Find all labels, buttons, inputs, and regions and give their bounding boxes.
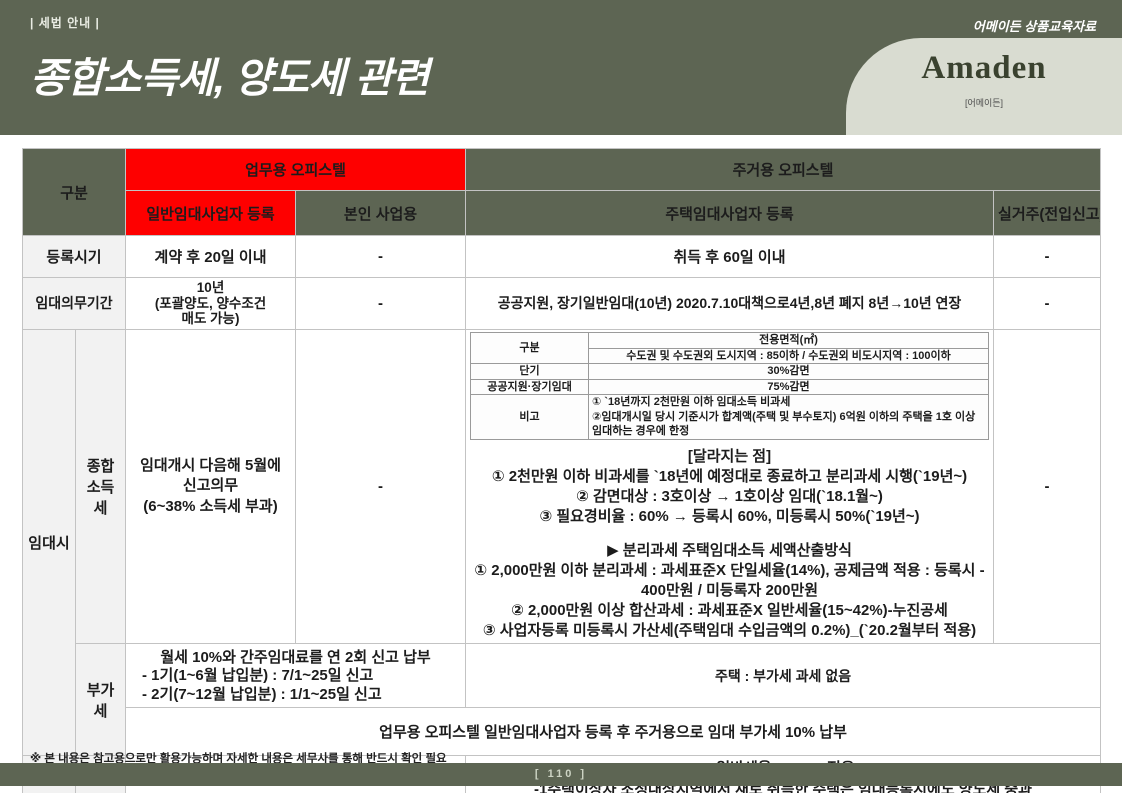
- header-band: | 세법 안내 | 종합소득세, 양도세 관련 어메이든 상품교육자료 Amad…: [0, 0, 1122, 135]
- header-cell-business-officetel: 업무용 오피스텔: [125, 148, 467, 191]
- changes-block: [달라지는 점] ① 2천만원 이하 비과세를 `18년에 예정대로 종료하고 …: [470, 447, 989, 527]
- changes-item: ① 2천만원 이하 비과세를 `18년에 예정대로 종료하고 분리과세 시행(`…: [491, 467, 968, 485]
- vat-business-line: - 2기(7~12월 납입분) : 1/1~25일 신고: [142, 686, 382, 704]
- inner-header-category: 구분: [470, 331, 590, 365]
- header-cell-category: 구분: [21, 148, 127, 236]
- inner-value-long-term: 75%감면: [588, 378, 990, 396]
- changes-item: ② 감면대상 : 3호이상 → 1호이상 임대(`18.1월~): [576, 487, 883, 505]
- method-item: ① 2,000만원 이하 분리과세 : 과세표준X 단일세율(14%), 공제금…: [474, 562, 985, 600]
- transfer-bullet: -1주택이상자 조정대상지역에서 새로 취득한 주택은 임대등록시에도 양도세 …: [534, 781, 1032, 793]
- brand-logo-sub: [어메이든]: [964, 98, 1004, 108]
- disclaimer-note: ※ 본 내용은 참고용으로만 활용가능하며 자세한 내용은 세무사를 통해 반드…: [30, 753, 447, 765]
- row-label-registration-time: 등록시기: [21, 235, 127, 278]
- header-cell-general-rental-registration: 일반임대사업자 등록: [125, 190, 297, 236]
- row-label-income-tax: 종합 소득세: [74, 328, 127, 645]
- cell-duty-general: 10년 (포괄양도, 양수조건 매도 가능): [125, 277, 297, 330]
- header-cell-housing-rental-registration: 주택임대사업자 등록: [465, 190, 995, 236]
- page-title: 종합소득세, 양도세 관련: [30, 55, 429, 101]
- header-cell-own-business: 본인 사업용: [295, 190, 467, 236]
- vat-business-line: - 1기(1~6월 납입분) : 7/1~25일 신고: [142, 667, 374, 685]
- cell-registration-housing: 취득 후 60일 이내: [465, 235, 995, 278]
- cell-registration-resident: -: [993, 235, 1102, 278]
- exemption-inner-table: 구분 전용면적(㎡) 수도권 및 수도권외 도시지역 : 85이하 / 수도권외…: [470, 331, 990, 440]
- inner-header-area: 전용면적(㎡): [588, 331, 990, 349]
- brand-tagline: 어메이든 상품교육자료: [972, 19, 1096, 34]
- method-item: ③ 사업자등록 미등록시 가산세(주택임대 수입금액의 0.2%)_(`20.2…: [482, 622, 977, 640]
- cell-income-resident: -: [993, 328, 1102, 645]
- cell-vat-housing: 주택 : 부가세 과세 없음: [465, 643, 1102, 708]
- inner-value-note: ① `18년까지 2천만원 이하 임대소득 비과세 ②임대개시일 당시 기준시가…: [588, 394, 990, 440]
- cell-registration-general: 계약 후 20일 이내: [125, 235, 297, 278]
- header-cell-residential-officetel: 주거용 오피스텔: [465, 148, 1102, 191]
- eyebrow-label: | 세법 안내 |: [30, 16, 100, 30]
- changes-item: ③ 필요경비율 : 60% → 등록시 60%, 미등록시 50%(`19년~): [539, 507, 920, 525]
- cell-registration-own: -: [295, 235, 467, 278]
- cell-duty-own: -: [295, 277, 467, 330]
- row-label-rental-section: 임대시: [22, 328, 76, 756]
- bottom-bar: [ 110 ]: [0, 763, 1122, 786]
- header-cell-actual-residence: 실거주(전입신고): [993, 190, 1102, 236]
- method-item: ② 2,000만원 이상 합산과세 : 과세표준X 일반세율(15~42%)-누…: [511, 602, 948, 620]
- cell-vat-business: 월세 10%와 간주임대료를 연 2회 신고 납부 - 1기(1~6월 납입분)…: [125, 643, 467, 708]
- inner-cell-area-detail: 수도권 및 수도권외 도시지역 : 85이하 / 수도권외 비도시지역 : 10…: [588, 347, 990, 365]
- tax-table: 구분 업무용 오피스텔 주거용 오피스텔 일반임대사업자 등록 본인 사업용 주…: [21, 148, 1102, 793]
- row-label-duty-period: 임대의무기간: [21, 277, 127, 330]
- inner-label-long-term: 공공지원·장기임대: [470, 378, 590, 396]
- brand-logo-shape: Amaden [어메이든]: [846, 38, 1122, 135]
- cell-duty-resident: -: [993, 277, 1102, 330]
- inner-label-note: 비고: [470, 394, 590, 440]
- changes-title: [달라지는 점]: [687, 447, 772, 465]
- method-title: ▶ 분리과세 주택임대소득 세액산출방식: [607, 542, 852, 560]
- brand-logo: Amaden: [921, 50, 1047, 86]
- inner-value-short-term: 30%감면: [588, 363, 990, 380]
- row-label-vat: 부가세: [74, 643, 127, 756]
- cell-income-general: 임대개시 다음해 5월에 신고의무 (6~38% 소득세 부과): [125, 328, 297, 645]
- cell-income-own: -: [295, 328, 467, 645]
- page-number: [ 110 ]: [534, 768, 588, 780]
- method-block: ▶ 분리과세 주택임대소득 세액산출방식 ① 2,000만원 이하 분리과세 :…: [470, 541, 989, 641]
- cell-income-housing-detail: 구분 전용면적(㎡) 수도권 및 수도권외 도시지역 : 85이하 / 수도권외…: [465, 328, 995, 645]
- cell-vat-banner: 업무용 오피스텔 일반임대사업자 등록 후 주거용으로 임대 부가세 10% 납…: [125, 706, 1102, 756]
- inner-label-short-term: 단기: [470, 363, 590, 380]
- cell-duty-housing: 공공지원, 장기일반임대(10년) 2020.7.10대책으로4년,8년 폐지 …: [465, 277, 995, 330]
- vat-business-title: 월세 10%와 간주임대료를 연 2회 신고 납부: [160, 649, 431, 667]
